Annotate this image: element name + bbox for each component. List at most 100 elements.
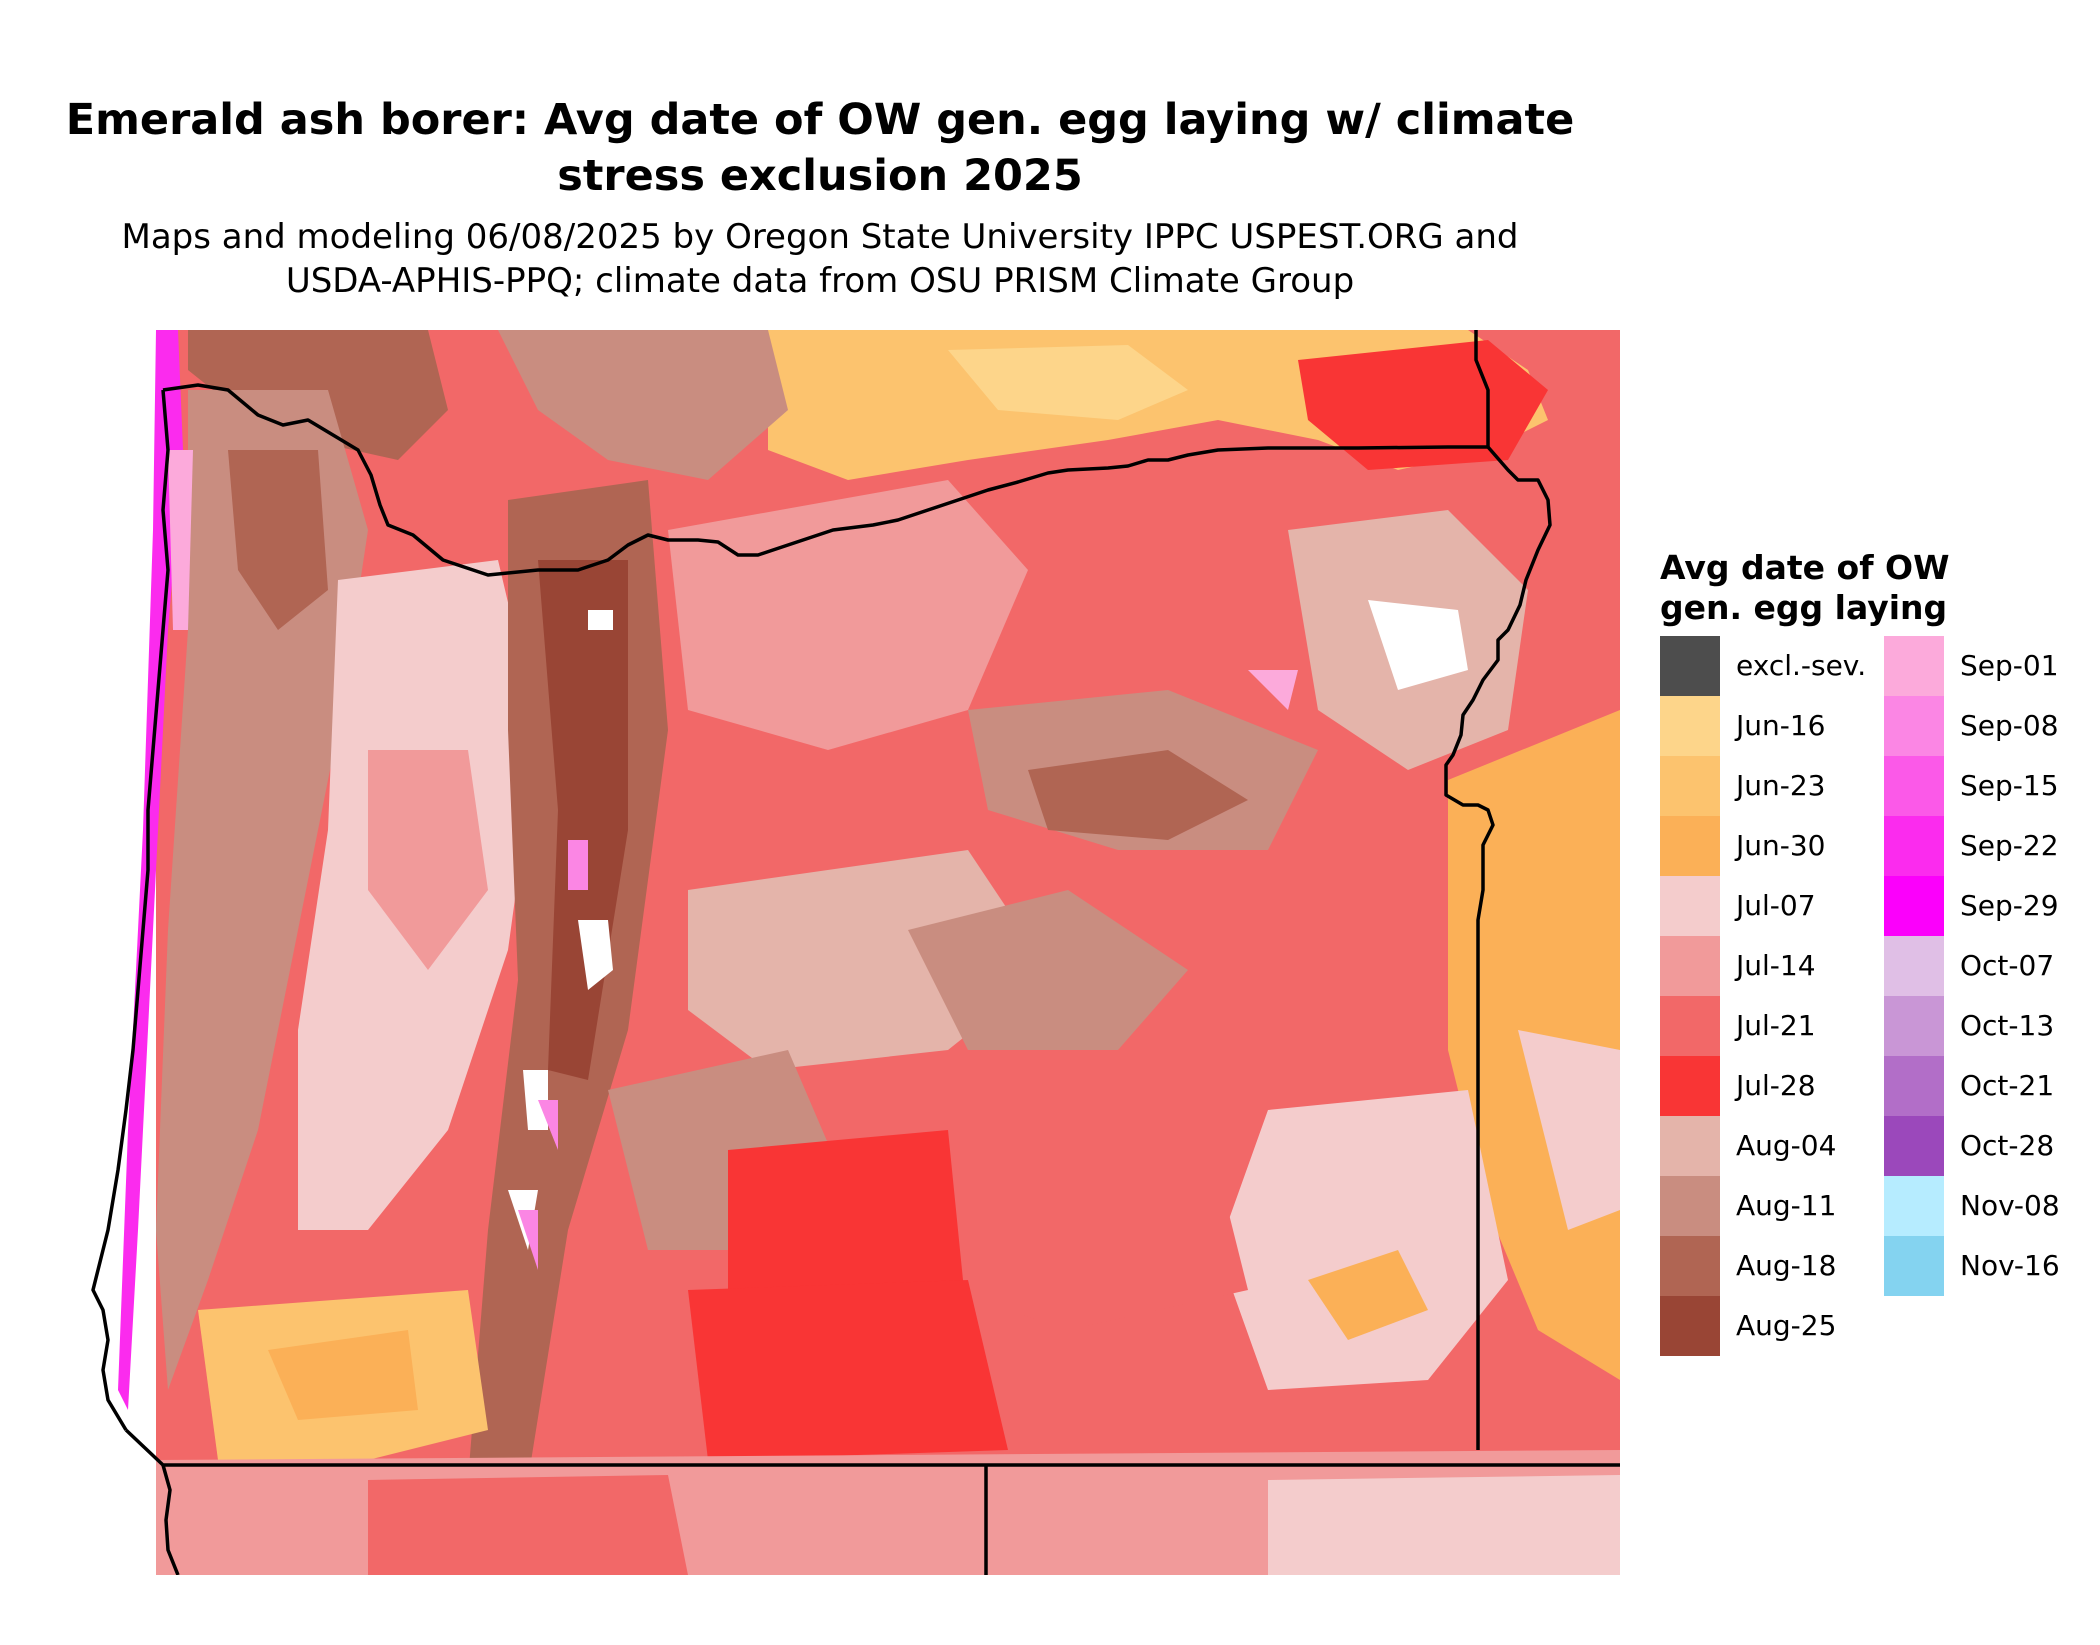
region-alvord-early bbox=[1308, 1250, 1428, 1340]
legend-label: Jul-07 bbox=[1736, 889, 1816, 922]
legend-label: Oct-13 bbox=[1960, 1009, 2055, 1042]
legend-item: Sep-08 bbox=[1884, 696, 2094, 756]
legend-swatch bbox=[1884, 636, 1944, 696]
region-klamath bbox=[688, 1280, 1008, 1460]
state-boundaries bbox=[91, 330, 1620, 1575]
legend-swatch bbox=[1660, 1296, 1720, 1356]
title-line-2: stress exclusion 2025 bbox=[557, 151, 1083, 201]
legend-swatch bbox=[1660, 1236, 1720, 1296]
legend-swatch bbox=[1884, 756, 1944, 816]
legend-label: Oct-07 bbox=[1960, 949, 2055, 982]
legend-title-line-2: gen. egg laying bbox=[1660, 588, 1948, 627]
legend-label: Aug-11 bbox=[1736, 1189, 1837, 1222]
legend-label: Aug-18 bbox=[1736, 1249, 1837, 1282]
legend-label: Sep-08 bbox=[1960, 709, 2059, 742]
region-ochoco-core bbox=[1028, 750, 1248, 840]
legend-item: Oct-13 bbox=[1884, 996, 2094, 1056]
legend-label: excl.-sev. bbox=[1736, 649, 1867, 682]
legend-label: Oct-21 bbox=[1960, 1069, 2055, 1102]
subtitle-line-2: USDA-APHIS-PPQ; climate data from OSU PR… bbox=[285, 261, 1355, 301]
legend-label: Sep-29 bbox=[1960, 889, 2059, 922]
oregon-idaho-border bbox=[1444, 445, 1552, 1450]
legend-swatch bbox=[1660, 696, 1720, 756]
legend-swatch bbox=[1660, 936, 1720, 996]
legend-label: Sep-15 bbox=[1960, 769, 2059, 802]
legend-column-1: excl.-sev. Jun-16 Jun-23 Jun-30 Jul-07 Jul-14… bbox=[1660, 636, 1870, 1356]
map-raster bbox=[118, 330, 1620, 1575]
title-line-1: Emerald ash borer: Avg date of OW gen. e… bbox=[65, 95, 1575, 145]
region-snow-peaks bbox=[508, 610, 613, 1250]
legend-label: Jul-28 bbox=[1736, 1069, 1816, 1102]
region-owyhee bbox=[1518, 1030, 1620, 1230]
legend-title-line-1: Avg date of OW bbox=[1660, 548, 1950, 587]
legend-label: Nov-16 bbox=[1960, 1249, 2060, 1282]
region-california-mid bbox=[368, 1475, 688, 1575]
legend-item: Jun-16 bbox=[1660, 696, 1870, 756]
legend-label: Aug-04 bbox=[1736, 1129, 1837, 1162]
map-title: Emerald ash borer: Avg date of OW gen. e… bbox=[0, 92, 1640, 204]
region-alvord bbox=[1218, 1090, 1508, 1390]
map-subtitle: Maps and modeling 06/08/2025 by Oregon S… bbox=[0, 215, 1640, 303]
legend-item: Aug-18 bbox=[1660, 1236, 1870, 1296]
legend-swatch bbox=[1884, 876, 1944, 936]
legend-swatch bbox=[1660, 816, 1720, 876]
legend-swatch bbox=[1884, 1116, 1944, 1176]
legend-item: Sep-22 bbox=[1884, 816, 2094, 876]
region-high-desert-2 bbox=[908, 890, 1188, 1050]
legend-item: Jul-21 bbox=[1660, 996, 1870, 1056]
legend-item: Aug-11 bbox=[1660, 1176, 1870, 1236]
legend-item: Sep-29 bbox=[1884, 876, 2094, 936]
legend-item: Sep-15 bbox=[1884, 756, 2094, 816]
washington-oregon-border bbox=[162, 383, 1488, 577]
region-coastal-strip-upper bbox=[168, 450, 193, 630]
legend-label: Jun-30 bbox=[1736, 829, 1826, 862]
region-coast-range-north bbox=[228, 450, 328, 630]
legend-swatch bbox=[1660, 996, 1720, 1056]
legend-column-2: Sep-01 Sep-08 Sep-15 Sep-22 Sep-29 Oct-07 Oct-… bbox=[1884, 636, 2094, 1296]
legend-item: Jul-14 bbox=[1660, 936, 1870, 996]
legend-swatch bbox=[1660, 1056, 1720, 1116]
subtitle-line-1: Maps and modeling 06/08/2025 by Oregon S… bbox=[121, 217, 1519, 257]
oregon-degree-day-map bbox=[91, 330, 1620, 1575]
legend-swatch bbox=[1884, 1056, 1944, 1116]
legend-item: Aug-04 bbox=[1660, 1116, 1870, 1176]
california-coastline bbox=[161, 1464, 180, 1575]
legend-swatch bbox=[1660, 756, 1720, 816]
legend-item: Jul-07 bbox=[1660, 876, 1870, 936]
legend-swatch bbox=[1884, 816, 1944, 876]
legend-item: Jun-30 bbox=[1660, 816, 1870, 876]
legend-item: Nov-16 bbox=[1884, 1236, 2094, 1296]
legend-label: Sep-01 bbox=[1960, 649, 2059, 682]
oregon-coastline bbox=[91, 389, 170, 1431]
legend-swatch bbox=[1660, 1116, 1720, 1176]
region-rogue-core bbox=[268, 1330, 418, 1420]
legend-item: Sep-01 bbox=[1884, 636, 2094, 696]
legend-title: Avg date of OW gen. egg laying bbox=[1660, 548, 2080, 628]
legend-item: Oct-21 bbox=[1884, 1056, 2094, 1116]
legend-swatch bbox=[1884, 936, 1944, 996]
legend-label: Oct-28 bbox=[1960, 1129, 2055, 1162]
legend-item: Jun-23 bbox=[1660, 756, 1870, 816]
legend-label: Jul-21 bbox=[1736, 1009, 1816, 1042]
region-coast-range bbox=[156, 390, 368, 1390]
legend-label: Jun-16 bbox=[1736, 709, 1826, 742]
legend-swatch bbox=[1884, 696, 1944, 756]
region-deschutes bbox=[668, 480, 1028, 750]
legend-item: Aug-25 bbox=[1660, 1296, 1870, 1356]
region-harney bbox=[948, 1130, 1248, 1330]
legend-label: Aug-25 bbox=[1736, 1309, 1837, 1342]
legend-swatch bbox=[1660, 1176, 1720, 1236]
legend-item: Oct-28 bbox=[1884, 1116, 2094, 1176]
legend-item: excl.-sev. bbox=[1660, 636, 1870, 696]
legend-swatch bbox=[1660, 876, 1720, 936]
region-blue-mtns-peak bbox=[1248, 670, 1298, 710]
legend-item: Nov-08 bbox=[1884, 1176, 2094, 1236]
legend-swatch bbox=[1884, 1176, 1944, 1236]
region-blue-mtns-north bbox=[1298, 340, 1548, 470]
legend-item: Jul-28 bbox=[1660, 1056, 1870, 1116]
washington-idaho-border bbox=[1474, 330, 1490, 447]
region-columbia-basin-early bbox=[948, 345, 1188, 420]
region-willamette-mid bbox=[368, 750, 488, 970]
region-california-east bbox=[1268, 1475, 1620, 1575]
legend-label: Sep-22 bbox=[1960, 829, 2059, 862]
